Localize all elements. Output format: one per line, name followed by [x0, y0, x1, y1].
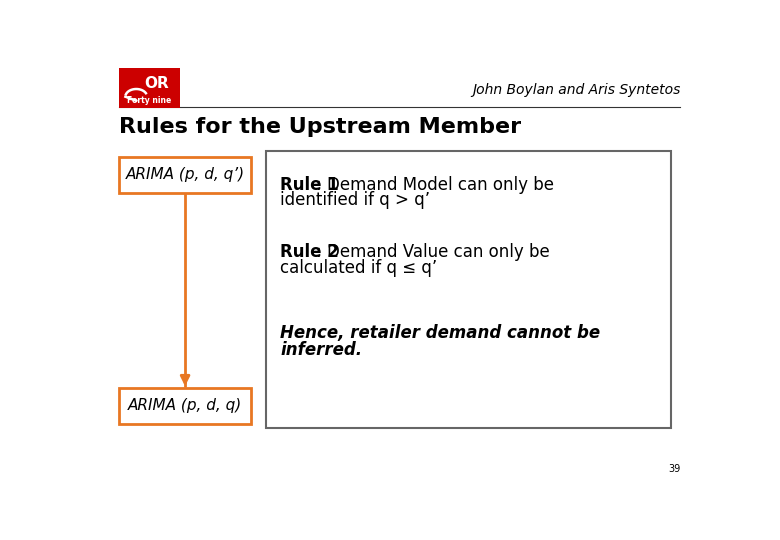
Text: 39: 39	[668, 464, 680, 475]
Text: ARIMA (p, d, q): ARIMA (p, d, q)	[128, 399, 243, 414]
Text: : Demand Model can only be: : Demand Model can only be	[316, 176, 554, 194]
Text: inferred.: inferred.	[280, 341, 363, 359]
Bar	[267, 151, 671, 428]
Text: Rule 2: Rule 2	[280, 244, 339, 261]
Text: : Demand Value can only be: : Demand Value can only be	[316, 244, 550, 261]
Text: Rule 1: Rule 1	[280, 176, 339, 194]
Bar	[119, 68, 179, 108]
Text: Hence, retailer demand cannot be: Hence, retailer demand cannot be	[280, 325, 601, 342]
Text: John Boylan and Aris Syntetos: John Boylan and Aris Syntetos	[472, 83, 680, 97]
Text: ARIMA (p, d, q’): ARIMA (p, d, q’)	[126, 167, 245, 183]
Text: identified if q > q’: identified if q > q’	[280, 191, 431, 209]
Bar	[119, 388, 251, 423]
Text: OR: OR	[144, 76, 169, 91]
Text: Rules for the Upstream Member: Rules for the Upstream Member	[119, 117, 521, 137]
Text: calculated if q ≤ q’: calculated if q ≤ q’	[280, 259, 438, 277]
Bar	[119, 157, 251, 193]
Text: Forty nine: Forty nine	[127, 96, 172, 105]
